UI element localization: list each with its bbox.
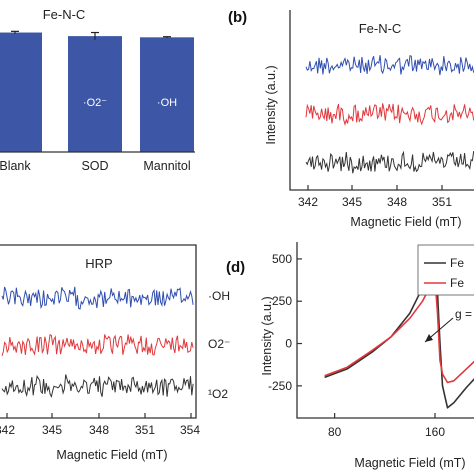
panel-d-y-tick-label--250: -250	[268, 379, 292, 393]
panel-c-series-3	[1, 374, 194, 399]
panel-d-x-tick-label-160: 160	[425, 425, 445, 439]
panel-c-x-ticks	[6, 413, 192, 418]
panel-b-x-ticks	[307, 185, 443, 190]
panel-b-series-1	[305, 55, 474, 76]
panel-b-y-label: Intensity (a.u.)	[264, 65, 278, 144]
panel-d-annotation-arrowhead	[425, 334, 433, 342]
panel-c-title: HRP	[85, 256, 112, 271]
panel-c-x-tick-label-342: 342	[0, 423, 15, 437]
panel-d-label: (d)	[226, 259, 245, 276]
panel-d-legend-entry-2: Fe	[450, 276, 464, 290]
panel-b-title: Fe-N-C	[359, 21, 402, 36]
panel-c-label-singlet-oxygen: ¹O2	[208, 387, 228, 401]
panel-a-bar-sod	[68, 36, 122, 153]
panel-c-label-oh: ·OH	[208, 289, 230, 303]
panel-b-x-tick-label-351: 351	[432, 195, 452, 209]
panel-c-series-2	[1, 333, 194, 356]
panel-d: (d) Intensity (a.u.) g = 4 Fe Fe 500 250 0…	[226, 242, 474, 470]
panel-b-x-tick-label-345: 345	[342, 195, 362, 209]
panel-c-series-1	[1, 286, 194, 310]
panel-c-frame	[0, 244, 197, 419]
panel-a-bars: ·O2⁻ ·OH	[0, 30, 194, 153]
panel-b-series-3	[305, 150, 474, 174]
panel-b-label: (b)	[228, 9, 247, 26]
panel-d-annotation: g = 4	[455, 307, 474, 321]
panel-c-x-label: Magnetic Field (mT)	[56, 448, 167, 462]
panel-c-series	[1, 286, 194, 399]
panel-d-legend-box	[417, 244, 474, 296]
panel-c-x-tick-label-345: 345	[42, 423, 62, 437]
panel-c: HRP 342 345 348 351 354 Magnetic Field (…	[0, 244, 230, 462]
panel-a-bar-label-mannitol: ·OH	[157, 97, 177, 109]
panel-c-label-superoxide: O2⁻	[208, 337, 230, 351]
panel-c-x-tick-label-354: 354	[180, 423, 200, 437]
panel-b-axes	[289, 10, 474, 191]
panel-c-x-tick-label-348: 348	[89, 423, 109, 437]
panel-d-x-label: Magnetic Field (mT)	[354, 456, 465, 470]
panel-d-ticks: 500 250 0 -250 80 160	[268, 252, 445, 439]
panel-a-category-blank: Blank	[0, 159, 31, 173]
panel-a: Fe-N-C ·O2⁻ ·OH Blank SOD Mannitol	[0, 7, 195, 173]
panel-a-bar-label-sod: ·O2⁻	[83, 97, 107, 109]
panel-b-x-label: Magnetic Field (mT)	[350, 215, 461, 229]
panel-d-x-tick-label-80: 80	[328, 425, 342, 439]
panel-a-title: Fe-N-C	[43, 7, 86, 22]
panel-a-bar-mannitol	[140, 37, 194, 152]
panel-d-y-tick-label-0: 0	[285, 337, 292, 351]
panel-b: (b) Fe-N-C Intensity (a.u.) 342 345 348 …	[228, 9, 474, 229]
panel-b-series	[305, 55, 474, 174]
panel-d-y-tick-label-500: 500	[272, 252, 292, 266]
panel-d-y-tick-label-250: 250	[272, 294, 292, 308]
panel-d-y-label: Intensity (a.u.)	[260, 296, 274, 375]
panel-b-x-tick-label-348: 348	[387, 195, 407, 209]
panel-a-category-mannitol: Mannitol	[143, 159, 190, 173]
panel-b-series-2	[305, 103, 474, 126]
panel-d-series-2	[324, 278, 474, 384]
panel-b-x-tick-label-342: 342	[298, 195, 318, 209]
panel-a-bar-blank	[0, 32, 42, 152]
panel-c-x-tick-label-351: 351	[135, 423, 155, 437]
panel-d-legend-entry-1: Fe	[450, 256, 464, 270]
panel-a-category-sod: SOD	[81, 159, 108, 173]
